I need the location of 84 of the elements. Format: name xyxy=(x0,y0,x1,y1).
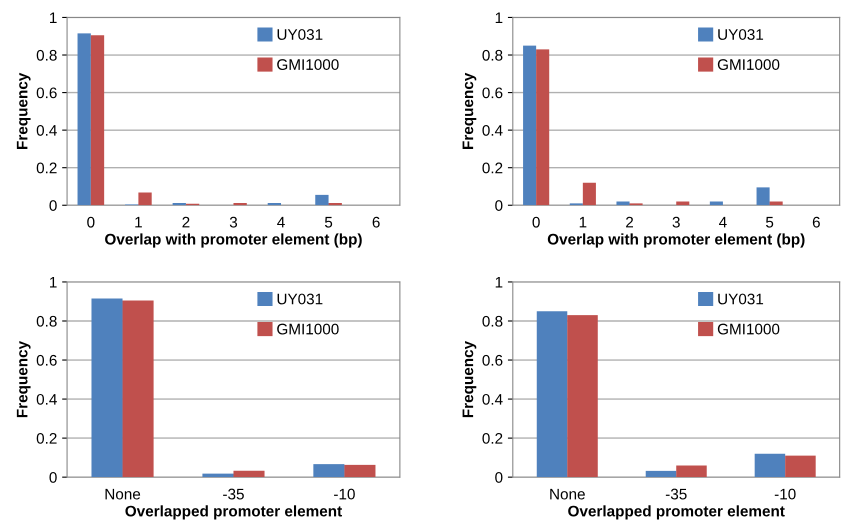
legend-label: GMI1000 xyxy=(718,324,780,334)
bar xyxy=(536,311,568,478)
x-tick-label: 6 xyxy=(372,216,380,228)
bar xyxy=(646,470,676,478)
x-tick-label: 0 xyxy=(87,216,94,228)
x-tick-label: 1 xyxy=(135,216,142,228)
y-tick-label: 0 xyxy=(49,200,57,211)
y-tick-label: 0 xyxy=(495,472,502,483)
bar xyxy=(785,456,816,478)
x-axis-title: Overlapped promoter element xyxy=(568,505,785,520)
x-tick-label: 0 xyxy=(532,216,540,228)
x-tick-label: None xyxy=(550,488,585,500)
x-tick-label: -35 xyxy=(666,488,687,500)
bar xyxy=(91,298,123,478)
y-tick-label: 1 xyxy=(496,12,502,23)
bar xyxy=(523,46,536,206)
y-tick-label: 0.4 xyxy=(36,394,57,405)
legend-label: GMI1000 xyxy=(277,324,339,334)
bar xyxy=(138,192,152,206)
y-tick-label: 0.6 xyxy=(36,354,57,366)
x-tick-label: 4 xyxy=(277,216,285,228)
x-tick-label: 2 xyxy=(182,216,190,228)
bar xyxy=(754,454,786,478)
y-tick-label: 0.8 xyxy=(36,50,57,61)
bar xyxy=(233,470,265,478)
x-tick-label: -10 xyxy=(774,488,796,500)
y-tick-label: 0.2 xyxy=(36,162,57,174)
x-tick-label: 5 xyxy=(766,216,774,228)
y-tick-label: 1 xyxy=(496,276,502,288)
bar xyxy=(536,49,550,206)
x-tick-label: -35 xyxy=(223,488,244,500)
x-tick-label: 5 xyxy=(324,216,332,228)
bar xyxy=(313,464,344,478)
bar xyxy=(770,201,783,206)
x-tick-label: 1 xyxy=(580,216,586,228)
bar xyxy=(567,315,598,478)
y-axis-title: Frequency xyxy=(462,341,476,418)
x-tick-label: 3 xyxy=(230,216,238,228)
bar xyxy=(582,182,596,206)
bar xyxy=(676,201,690,206)
bar xyxy=(344,464,376,478)
y-tick-label: 0.8 xyxy=(36,316,57,327)
y-tick-label: 0.8 xyxy=(482,316,502,327)
legend-label: UY031 xyxy=(718,294,764,304)
legend-label: GMI1000 xyxy=(277,59,339,70)
y-tick-label: 0.2 xyxy=(482,162,502,174)
legend-label: UY031 xyxy=(718,29,764,40)
y-tick-label: 0.8 xyxy=(482,50,502,61)
x-tick-label: None xyxy=(106,488,140,500)
y-axis-title: Frequency xyxy=(462,72,476,149)
y-tick-label: 0.4 xyxy=(36,125,57,136)
bar xyxy=(616,201,630,206)
x-tick-label: -10 xyxy=(334,488,355,500)
bar xyxy=(710,201,723,206)
x-tick-label: 2 xyxy=(626,216,634,228)
x-tick-label: 4 xyxy=(719,216,727,228)
y-tick-label: 0.2 xyxy=(482,432,502,444)
y-tick-label: 1 xyxy=(50,276,57,288)
legend-label: UY031 xyxy=(278,294,322,304)
y-tick-label: 0 xyxy=(495,200,502,211)
x-tick-label: 3 xyxy=(672,216,680,228)
x-axis-title: Overlapped promoter element xyxy=(125,505,342,520)
y-axis-title: Frequency xyxy=(16,72,31,149)
y-tick-label: 1 xyxy=(50,12,57,23)
x-tick-label: 6 xyxy=(812,216,820,228)
y-tick-label: 0.6 xyxy=(482,354,502,366)
y-tick-label: 0.6 xyxy=(36,87,57,98)
y-tick-label: 0.4 xyxy=(482,125,503,136)
y-tick-label: 0 xyxy=(49,472,57,483)
bar xyxy=(122,300,154,478)
bar xyxy=(756,187,770,206)
bar xyxy=(676,465,707,478)
bar xyxy=(202,474,234,478)
x-axis-title: Overlap with promoter element (bp) xyxy=(548,233,805,248)
legend-label: GMI1000 xyxy=(718,59,780,70)
bar xyxy=(78,33,91,206)
x-axis-title: Overlap with promoter element (bp) xyxy=(105,233,362,248)
legend-label: UY031 xyxy=(278,29,322,40)
y-tick-label: 0.4 xyxy=(482,394,503,405)
y-tick-label: 0.6 xyxy=(482,87,502,98)
bar xyxy=(90,35,104,206)
bar xyxy=(315,194,329,206)
y-tick-label: 0.2 xyxy=(36,432,57,444)
y-axis-title: Frequency xyxy=(16,341,31,418)
